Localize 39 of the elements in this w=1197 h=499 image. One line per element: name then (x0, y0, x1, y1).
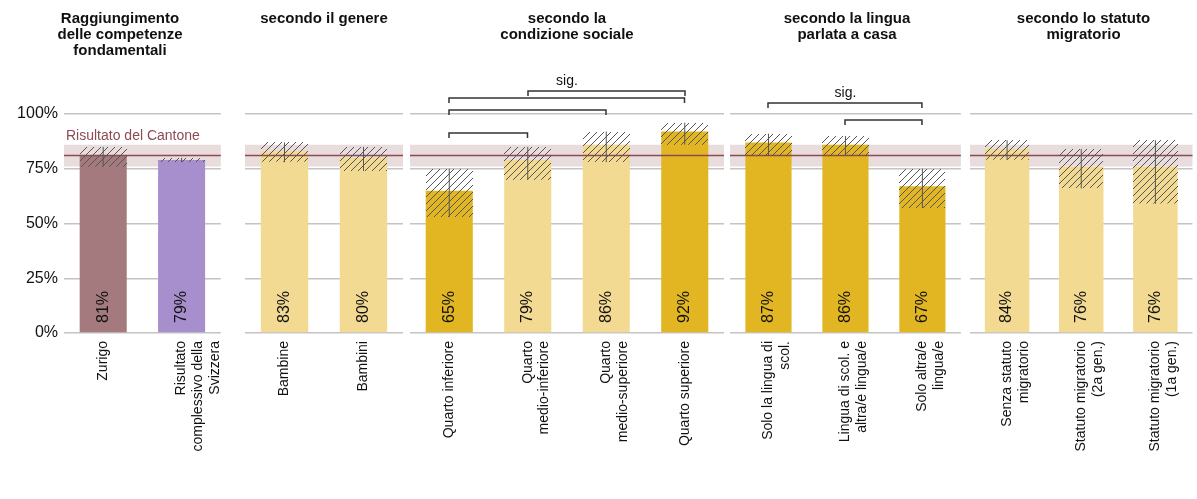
y-tick-label: 50% (25, 213, 58, 231)
x-tick-label: Bambine (275, 340, 292, 397)
x-tick-label: Quarto inferiore (440, 340, 457, 439)
x-tick-label: Bambini (354, 341, 371, 392)
x-tick-label: Solo la lingua di scol. (759, 341, 793, 440)
y-tick-label: 25% (25, 268, 58, 286)
x-tick-label: Statuto migratorio (2a gen.) (1072, 340, 1105, 452)
x-tick-label: Risultato complessivo della Svizzera (172, 340, 223, 452)
data-label: 80% (353, 290, 371, 323)
ref-line-label: Risultato del Cantone (66, 126, 201, 143)
y-tick-label: 100% (17, 104, 58, 122)
x-tick-label: Quarto superiore (675, 340, 692, 447)
x-tick-label: Solo altra/e lingua/e (913, 340, 947, 412)
data-label: 83% (274, 290, 292, 323)
chart-title: secondo il genere (259, 9, 389, 26)
chart-title: secondo la lingua parlata a casa (782, 9, 912, 42)
data-label: 84% (997, 290, 1015, 323)
x-tick-label: Senza statuto migratorio (997, 340, 1031, 427)
y-tick-label: 0% (34, 323, 58, 341)
data-label: 65% (439, 290, 457, 323)
data-label: 79% (172, 290, 190, 323)
data-label: 87% (758, 290, 776, 323)
x-tick-label: Zurigo (94, 340, 111, 381)
data-label: 76% (1145, 290, 1163, 323)
data-label: 81% (93, 290, 111, 323)
data-label: 86% (835, 290, 853, 323)
chart-title: secondo lo statuto migratorio (1015, 9, 1152, 42)
chart-title: Raggiungimento delle competenze fondamentali (56, 9, 184, 58)
data-label: 76% (1071, 290, 1089, 323)
chart-title: secondo la condizione sociale (499, 9, 635, 42)
text: sig. (833, 83, 858, 101)
text: sig. (555, 71, 579, 89)
data-label: 79% (518, 290, 536, 323)
y-tick-label: 75% (25, 159, 58, 177)
data-label: 86% (596, 290, 614, 323)
data-label: 92% (675, 290, 693, 323)
data-label: 67% (912, 290, 930, 323)
x-tick-label: Quarto medio-inferiore (518, 340, 552, 435)
x-tick-label: Statuto migratorio (1a gen.) (1146, 340, 1180, 452)
